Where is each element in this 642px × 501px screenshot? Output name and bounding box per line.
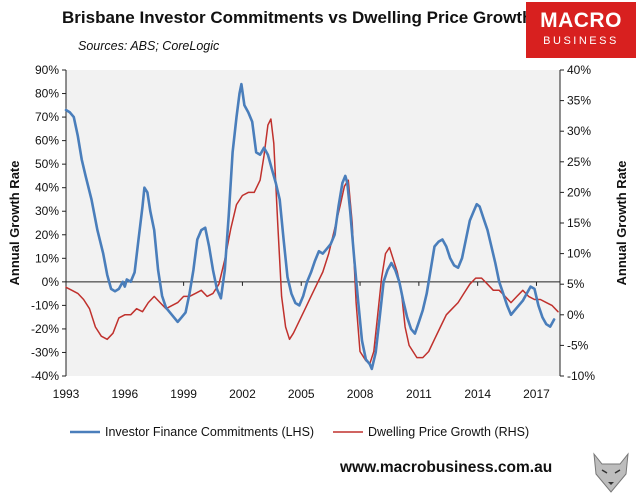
right-tick-label: 35% (567, 94, 591, 108)
x-tick-label: 2002 (229, 387, 256, 401)
right-tick-label: -5% (567, 338, 589, 352)
plot-area (66, 70, 560, 376)
x-tick-label: 2014 (464, 387, 491, 401)
right-tick-label: 30% (567, 124, 591, 138)
left-tick-label: 0% (42, 275, 60, 289)
x-tick-label: 2017 (523, 387, 550, 401)
wolf-logo-icon (593, 452, 629, 493)
left-tick-label: -40% (31, 369, 59, 383)
chart-series (64, 82, 559, 371)
left-tick-label: 30% (35, 204, 59, 218)
right-tick-label: 20% (567, 185, 591, 199)
chart-title: Brisbane Investor Commitments vs Dwellin… (62, 8, 533, 27)
left-tick-label: -30% (31, 345, 59, 359)
dwelling-price-line (65, 118, 559, 365)
x-tick-label: 2011 (406, 387, 432, 401)
right-axis-title: Annual Growth Rate (614, 161, 629, 286)
x-tick-label: 1993 (53, 387, 80, 401)
right-tick-label: 5% (567, 277, 585, 291)
investor-finance-line (64, 82, 556, 371)
right-tick-label: 25% (567, 155, 591, 169)
logo-line-2: BUSINESS (543, 35, 619, 47)
left-tick-label: 80% (35, 87, 59, 101)
legend-investor-finance-label: Investor Finance Commitments (LHS) (105, 425, 314, 439)
right-tick-label: 15% (567, 216, 591, 230)
right-tick-label: 40% (567, 63, 591, 77)
legend-dwelling-price-label: Dwelling Price Growth (RHS) (368, 425, 529, 439)
website-url[interactable]: www.macrobusiness.com.au (340, 459, 553, 476)
left-tick-label: 50% (35, 157, 59, 171)
chart-sources: Sources: ABS; CoreLogic (78, 39, 220, 53)
right-tick-label: 0% (567, 308, 585, 322)
left-tick-label: -20% (31, 322, 59, 336)
x-tick-label: 1996 (111, 387, 138, 401)
left-tick-label: 70% (35, 110, 59, 124)
left-tick-label: 90% (35, 63, 59, 77)
left-tick-label: 20% (35, 228, 59, 242)
right-tick-label: 10% (567, 247, 591, 261)
chart-axes: 90% 80% 70% 60% 50% 40% 30% 20% 10% 0% -10% -20% -30… (7, 63, 629, 401)
left-tick-label: 40% (35, 181, 59, 195)
left-axis-title: Annual Growth Rate (7, 161, 22, 286)
macro-business-logo[interactable]: MACRO BUSINESS (526, 2, 636, 58)
chart-legend: Investor Finance Commitments (LHS) Dwelli… (70, 425, 529, 439)
left-tick-label: 60% (35, 134, 59, 148)
right-tick-label: -10% (567, 369, 595, 383)
left-tick-label: 10% (35, 251, 59, 265)
x-tick-label: 2008 (347, 387, 374, 401)
x-tick-label: 2005 (288, 387, 315, 401)
x-tick-label: 1999 (170, 387, 197, 401)
left-tick-label: -10% (31, 298, 59, 312)
logo-line-1: MACRO (540, 9, 622, 32)
